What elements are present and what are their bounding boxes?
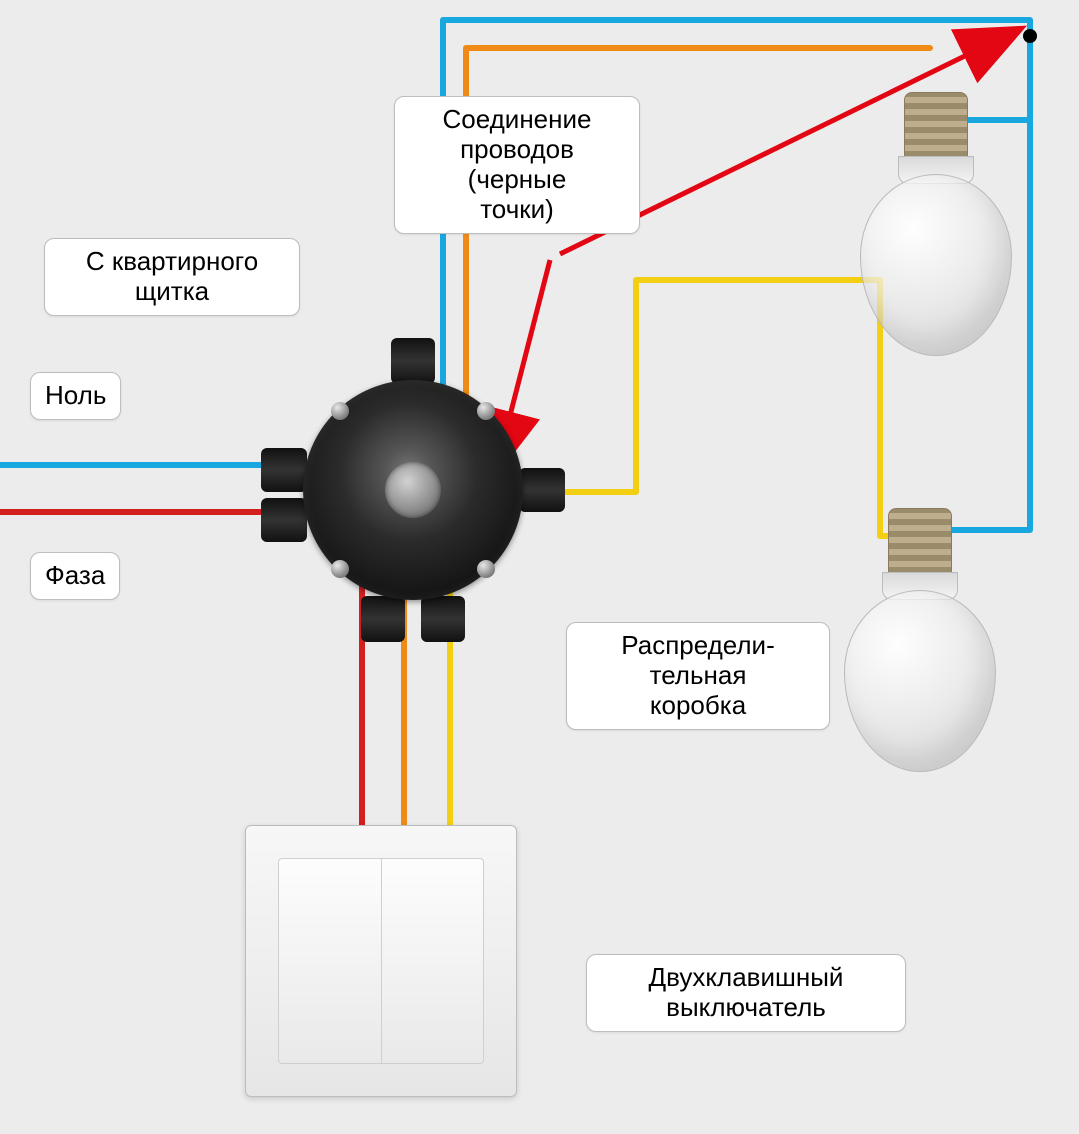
- label-from-panel: С квартирного щитка: [44, 238, 300, 316]
- bulb-2: [840, 508, 1000, 768]
- label-neutral: Ноль: [30, 372, 121, 420]
- junction-box: [303, 380, 523, 600]
- label-phase: Фаза: [30, 552, 120, 600]
- double-switch: [245, 825, 517, 1097]
- connection-dot: [1023, 29, 1037, 43]
- bulb-1: [856, 92, 1016, 352]
- label-switch: Двухклавишный выключатель: [586, 954, 906, 1032]
- label-jbox: Распредели- тельная коробка: [566, 622, 830, 730]
- label-connection: Соединение проводов (черные точки): [394, 96, 640, 234]
